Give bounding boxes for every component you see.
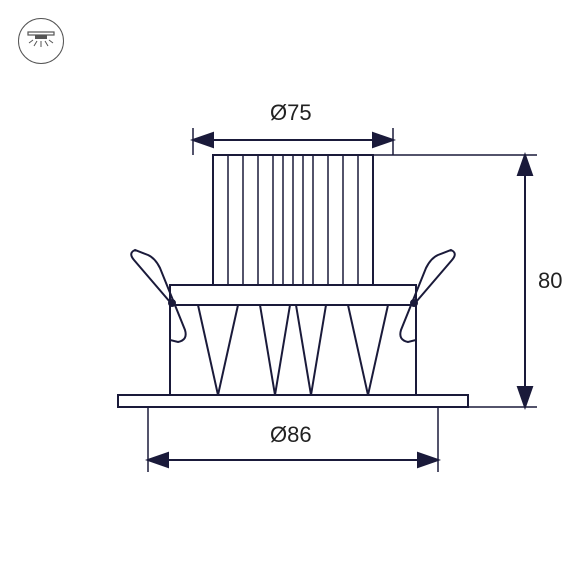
- bottom-diameter-label: Ø86: [270, 422, 312, 448]
- height-label: 80: [538, 268, 562, 294]
- technical-drawing: [0, 0, 586, 586]
- top-diameter-label: Ø75: [270, 100, 312, 126]
